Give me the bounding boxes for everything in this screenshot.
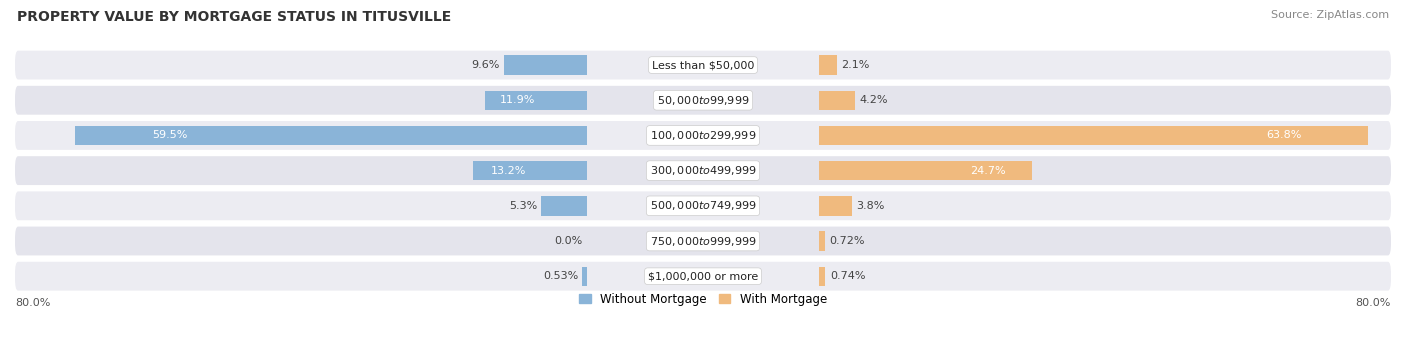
FancyBboxPatch shape	[15, 226, 1391, 255]
Text: 4.2%: 4.2%	[859, 95, 889, 105]
Text: 80.0%: 80.0%	[1355, 298, 1391, 308]
Bar	[75, 126, 586, 145]
Text: 2.1%: 2.1%	[841, 60, 870, 70]
Text: 3.8%: 3.8%	[856, 201, 884, 211]
Bar	[820, 55, 837, 75]
Text: 0.74%: 0.74%	[830, 271, 865, 281]
Text: 0.72%: 0.72%	[830, 236, 865, 246]
Text: 59.5%: 59.5%	[152, 131, 187, 140]
Bar	[820, 267, 825, 286]
Text: 13.2%: 13.2%	[491, 166, 526, 176]
Text: 24.7%: 24.7%	[970, 166, 1007, 176]
Bar	[541, 196, 586, 216]
Bar	[820, 161, 1032, 180]
Text: 9.6%: 9.6%	[471, 60, 501, 70]
Text: 0.53%: 0.53%	[543, 271, 578, 281]
Text: 80.0%: 80.0%	[15, 298, 51, 308]
Text: 11.9%: 11.9%	[501, 95, 536, 105]
Bar	[820, 196, 852, 216]
FancyBboxPatch shape	[15, 156, 1391, 185]
Text: $1,000,000 or more: $1,000,000 or more	[648, 271, 758, 281]
Text: $100,000 to $299,999: $100,000 to $299,999	[650, 129, 756, 142]
Legend: Without Mortgage, With Mortgage: Without Mortgage, With Mortgage	[579, 293, 827, 306]
Bar	[505, 55, 586, 75]
FancyBboxPatch shape	[15, 51, 1391, 80]
Text: 63.8%: 63.8%	[1267, 131, 1302, 140]
FancyBboxPatch shape	[15, 86, 1391, 115]
Text: 5.3%: 5.3%	[509, 201, 537, 211]
Bar	[820, 90, 855, 110]
Bar	[485, 90, 586, 110]
Text: PROPERTY VALUE BY MORTGAGE STATUS IN TITUSVILLE: PROPERTY VALUE BY MORTGAGE STATUS IN TIT…	[17, 10, 451, 24]
Bar	[474, 161, 586, 180]
Bar	[820, 231, 825, 251]
Text: 0.0%: 0.0%	[554, 236, 582, 246]
FancyBboxPatch shape	[15, 121, 1391, 150]
FancyBboxPatch shape	[15, 262, 1391, 291]
Text: $300,000 to $499,999: $300,000 to $499,999	[650, 164, 756, 177]
Text: $50,000 to $99,999: $50,000 to $99,999	[657, 94, 749, 107]
Text: $750,000 to $999,999: $750,000 to $999,999	[650, 235, 756, 248]
Text: $500,000 to $749,999: $500,000 to $749,999	[650, 199, 756, 212]
Bar	[820, 126, 1368, 145]
Bar	[582, 267, 586, 286]
FancyBboxPatch shape	[15, 191, 1391, 220]
Text: Source: ZipAtlas.com: Source: ZipAtlas.com	[1271, 10, 1389, 20]
Text: Less than $50,000: Less than $50,000	[652, 60, 754, 70]
